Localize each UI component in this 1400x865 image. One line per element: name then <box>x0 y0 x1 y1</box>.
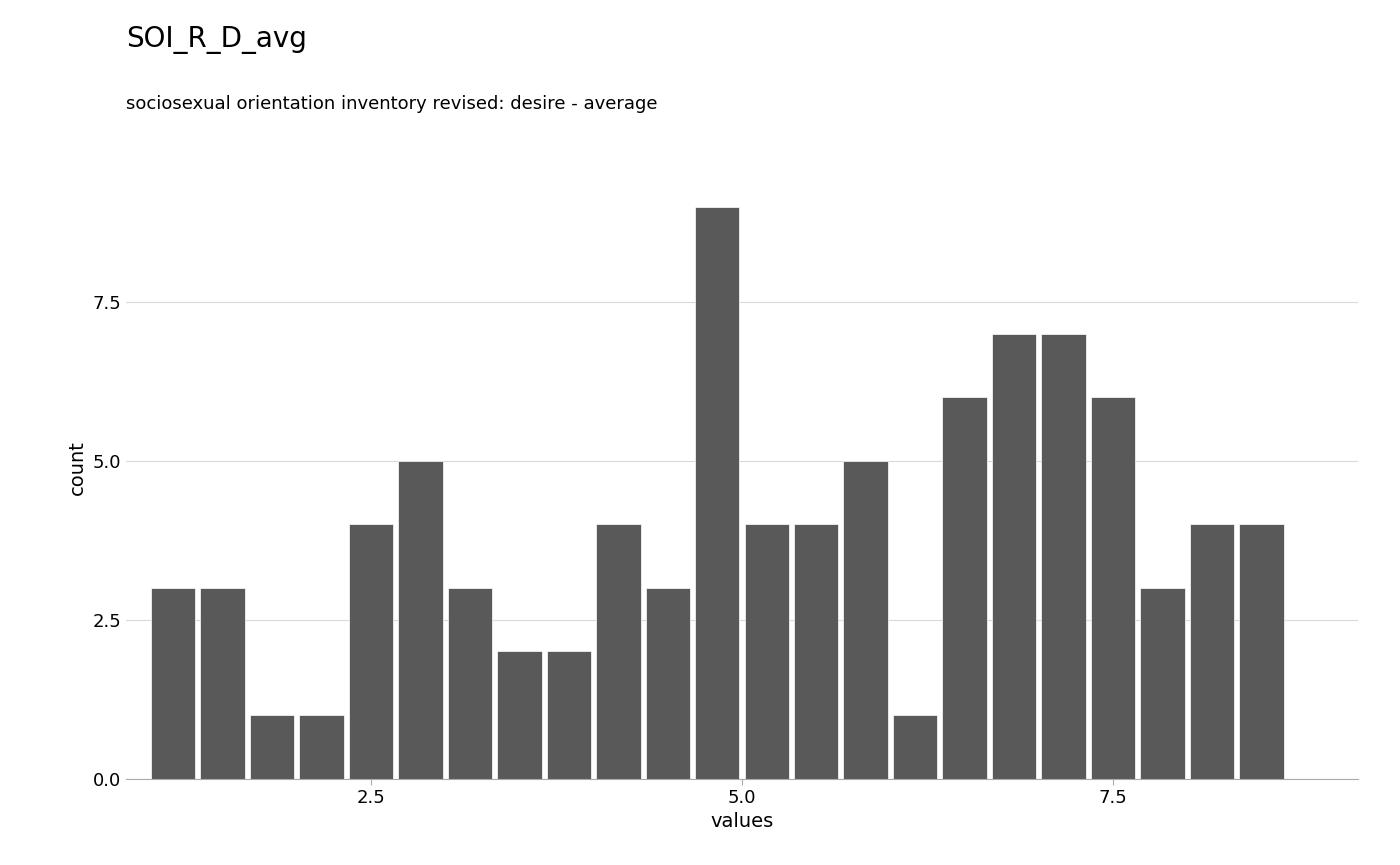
Text: sociosexual orientation inventory revised: desire - average: sociosexual orientation inventory revise… <box>126 95 658 113</box>
Bar <box>1140 588 1184 778</box>
Bar <box>398 461 442 778</box>
Bar <box>645 588 690 778</box>
X-axis label: values: values <box>710 812 774 831</box>
Text: SOI_R_D_avg: SOI_R_D_avg <box>126 26 307 54</box>
Bar <box>1042 334 1086 778</box>
Bar <box>448 588 493 778</box>
Bar <box>497 651 542 778</box>
Bar <box>596 524 641 778</box>
Bar <box>546 651 591 778</box>
Bar <box>694 207 739 778</box>
Bar <box>249 715 294 779</box>
Bar <box>942 397 987 778</box>
Bar <box>151 588 196 778</box>
Bar <box>843 461 888 778</box>
Bar <box>349 524 393 778</box>
Bar <box>794 524 839 778</box>
Bar <box>893 715 938 779</box>
Bar <box>1239 524 1284 778</box>
Bar <box>300 715 344 779</box>
Bar <box>745 524 790 778</box>
Bar <box>200 588 245 778</box>
Bar <box>991 334 1036 778</box>
Y-axis label: count: count <box>67 439 87 495</box>
Bar <box>1190 524 1235 778</box>
Bar <box>1091 397 1135 778</box>
